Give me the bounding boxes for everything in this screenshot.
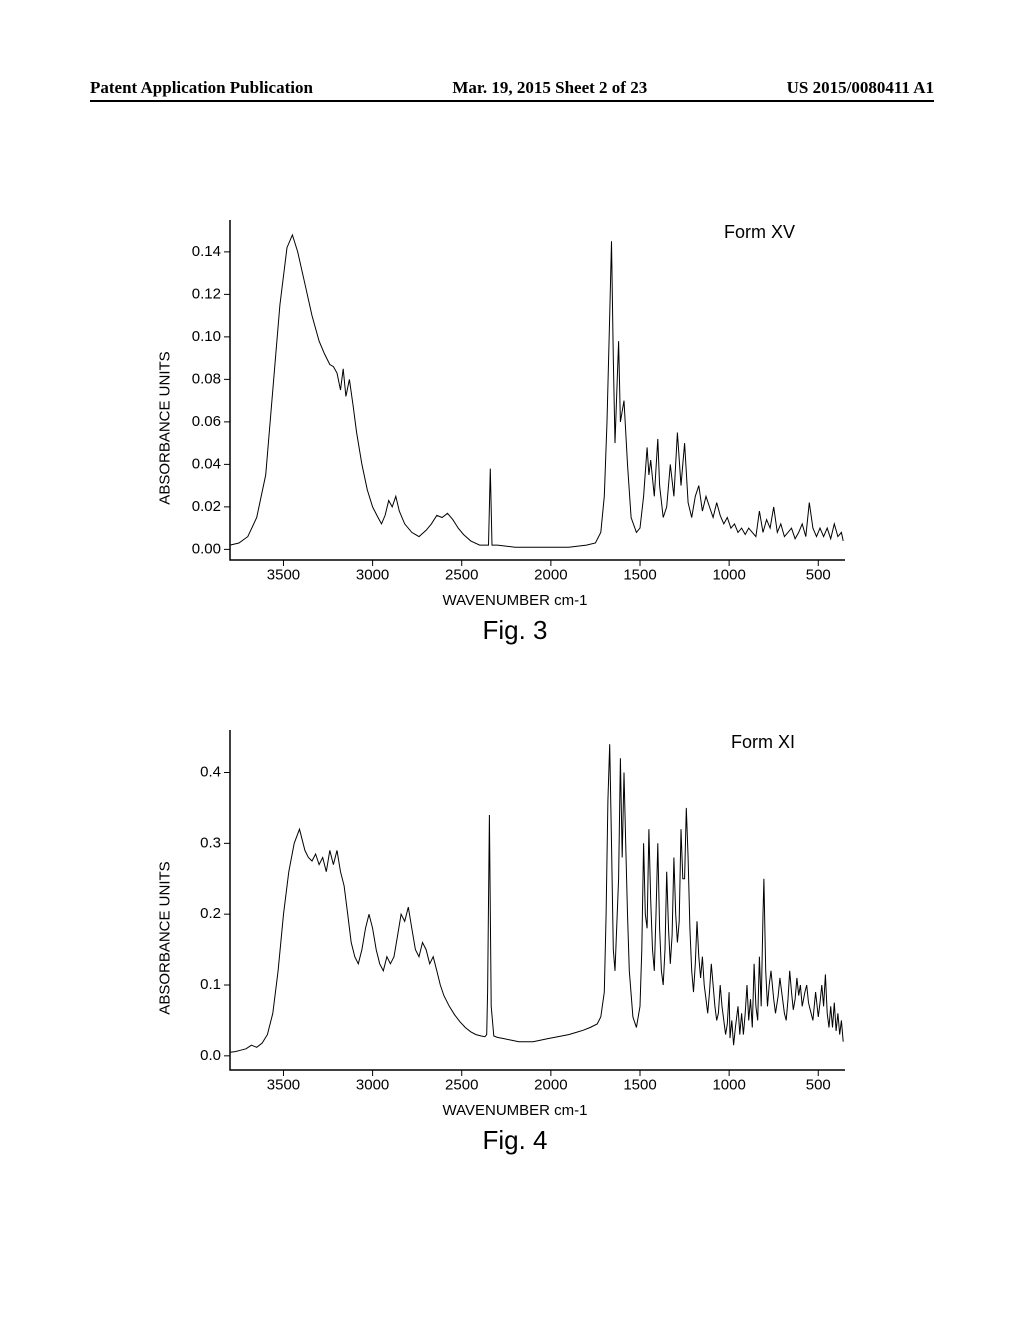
svg-text:0.14: 0.14 (192, 243, 221, 260)
svg-text:0.0: 0.0 (200, 1047, 221, 1064)
header-left: Patent Application Publication (90, 78, 313, 98)
svg-text:2000: 2000 (534, 566, 567, 583)
svg-text:0.00: 0.00 (192, 540, 221, 557)
svg-text:3000: 3000 (356, 1076, 389, 1093)
chart2-svg: 0.0 0.1 0.2 0.3 0.4 3500 3000 2500 2000 1500 1000 5… (175, 720, 855, 1100)
svg-text:0.08: 0.08 (192, 370, 221, 387)
svg-text:500: 500 (806, 566, 831, 583)
svg-text:2500: 2500 (445, 566, 478, 583)
svg-text:1500: 1500 (623, 566, 656, 583)
svg-text:1000: 1000 (712, 1076, 745, 1093)
chart1-svg: 0.00 0.02 0.04 0.06 0.08 0.10 0.12 0.14 3500 3000… (175, 210, 855, 590)
svg-text:0.12: 0.12 (192, 285, 221, 302)
chart2-ylabel: ABSORBANCE UNITS (157, 861, 174, 1014)
svg-text:0.3: 0.3 (200, 834, 221, 851)
figure-4-caption: Fig. 4 (175, 1125, 855, 1156)
svg-text:0.2: 0.2 (200, 905, 221, 922)
figure-4-block: ABSORBANCE UNITS 0.00.10.20.30.435003000… (175, 720, 855, 1156)
chart2-xlabel: WAVENUMBER cm-1 (175, 1102, 855, 1119)
svg-text:3500: 3500 (267, 566, 300, 583)
svg-text:0.04: 0.04 (192, 455, 221, 472)
svg-text:2500: 2500 (445, 1076, 478, 1093)
svg-text:0.10: 0.10 (192, 328, 221, 345)
figure-3-block: ABSORBANCE UNITS 0.000.020.040.060.080.1… (175, 210, 855, 646)
figure-3-caption: Fig. 3 (175, 615, 855, 646)
svg-text:Form XV: Form XV (724, 222, 795, 242)
svg-text:1500: 1500 (623, 1076, 656, 1093)
svg-text:3500: 3500 (267, 1076, 300, 1093)
svg-text:2000: 2000 (534, 1076, 567, 1093)
svg-text:500: 500 (806, 1076, 831, 1093)
chart1-xlabel: WAVENUMBER cm-1 (175, 592, 855, 609)
svg-text:Form XI: Form XI (731, 732, 795, 752)
svg-text:3000: 3000 (356, 566, 389, 583)
header-right: US 2015/0080411 A1 (787, 78, 934, 98)
header-mid: Mar. 19, 2015 Sheet 2 of 23 (452, 78, 647, 98)
svg-text:1000: 1000 (712, 566, 745, 583)
svg-text:0.1: 0.1 (200, 976, 221, 993)
patent-header: Patent Application Publication Mar. 19, … (90, 78, 934, 102)
svg-text:0.4: 0.4 (200, 763, 221, 780)
chart1-ylabel: ABSORBANCE UNITS (157, 351, 174, 504)
svg-text:0.02: 0.02 (192, 498, 221, 515)
svg-text:0.06: 0.06 (192, 413, 221, 430)
